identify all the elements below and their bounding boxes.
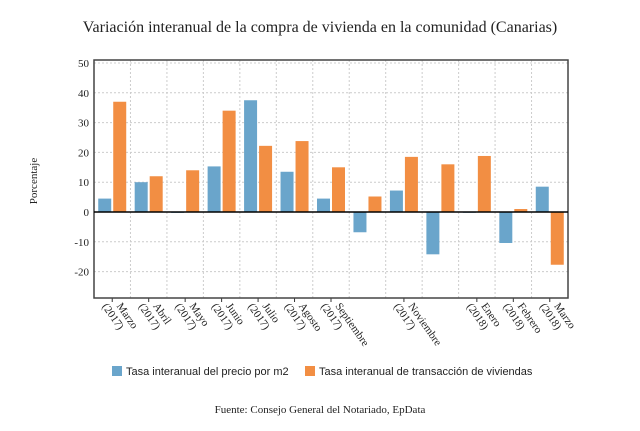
y-tick-label: 30 [78, 118, 90, 130]
y-tick-label: 10 [78, 177, 90, 189]
grid [94, 60, 568, 298]
bar-transaccion [222, 110, 236, 212]
plot-frame [93, 59, 569, 299]
x-tick-label: Marzo(2018) [537, 294, 578, 338]
x-tick-label: Noviembre(2017) [391, 294, 444, 355]
bar-transaccion [368, 196, 382, 212]
bar-transaccion [514, 209, 528, 212]
bar-transaccion [259, 145, 273, 212]
x-tick-label: Agosto(2017) [282, 294, 325, 341]
y-tick-label: -10 [74, 237, 89, 249]
bar-transaccion [113, 101, 127, 212]
y-axis-label: Porcentaje [28, 158, 40, 205]
bar-precio [207, 166, 221, 212]
bar-precio [244, 100, 258, 212]
bar-transaccion [477, 155, 491, 212]
bar-precio [280, 171, 294, 212]
x-tick-label: Mayo(2017) [172, 294, 211, 336]
source-note: Fuente: Consejo General del Notariado, E… [215, 404, 426, 416]
bar-precio [389, 190, 403, 212]
bar-precio [353, 212, 367, 233]
y-tick-label: -20 [74, 267, 89, 279]
x-tick-label: Enero(2018) [464, 294, 504, 336]
bar-precio [317, 198, 330, 212]
x-tick-label: Marzo(2017) [99, 294, 140, 338]
y-tick-label: 20 [78, 147, 90, 159]
bars [98, 100, 564, 265]
bar-transaccion [441, 164, 455, 212]
y-tick-label: 40 [78, 88, 90, 100]
bar-transaccion [550, 212, 564, 265]
x-tick-label: Abril(2017) [136, 294, 174, 333]
chart-title: Variación interanual de la compra de viv… [83, 19, 557, 36]
legend-label: Tasa interanual de transacción de vivien… [319, 366, 533, 378]
y-tick-label: 0 [84, 207, 90, 219]
legend-swatch [112, 366, 122, 376]
bar-transaccion [404, 156, 418, 212]
bar-precio [535, 186, 549, 212]
x-tick-label: Septiembre(2017) [318, 294, 371, 355]
bar-precio [499, 212, 513, 243]
legend-label: Tasa interanual del precio por m2 [126, 366, 289, 378]
x-tick-label: Febrero(2018) [500, 294, 544, 343]
bar-precio [98, 198, 112, 212]
x-tick-label: Junio(2017) [209, 294, 247, 334]
bar-transaccion [295, 141, 309, 212]
bar-transaccion [186, 170, 200, 212]
bar-transaccion [332, 167, 345, 212]
bar-transaccion [149, 176, 163, 212]
bar-precio [134, 182, 148, 212]
y-tick-label: 50 [78, 58, 90, 70]
legend-swatch [305, 366, 315, 376]
legend: Tasa interanual del precio por m2 Tasa in… [112, 366, 533, 378]
bar-precio [426, 212, 440, 255]
x-tick-label: Julio(2017) [245, 294, 282, 332]
